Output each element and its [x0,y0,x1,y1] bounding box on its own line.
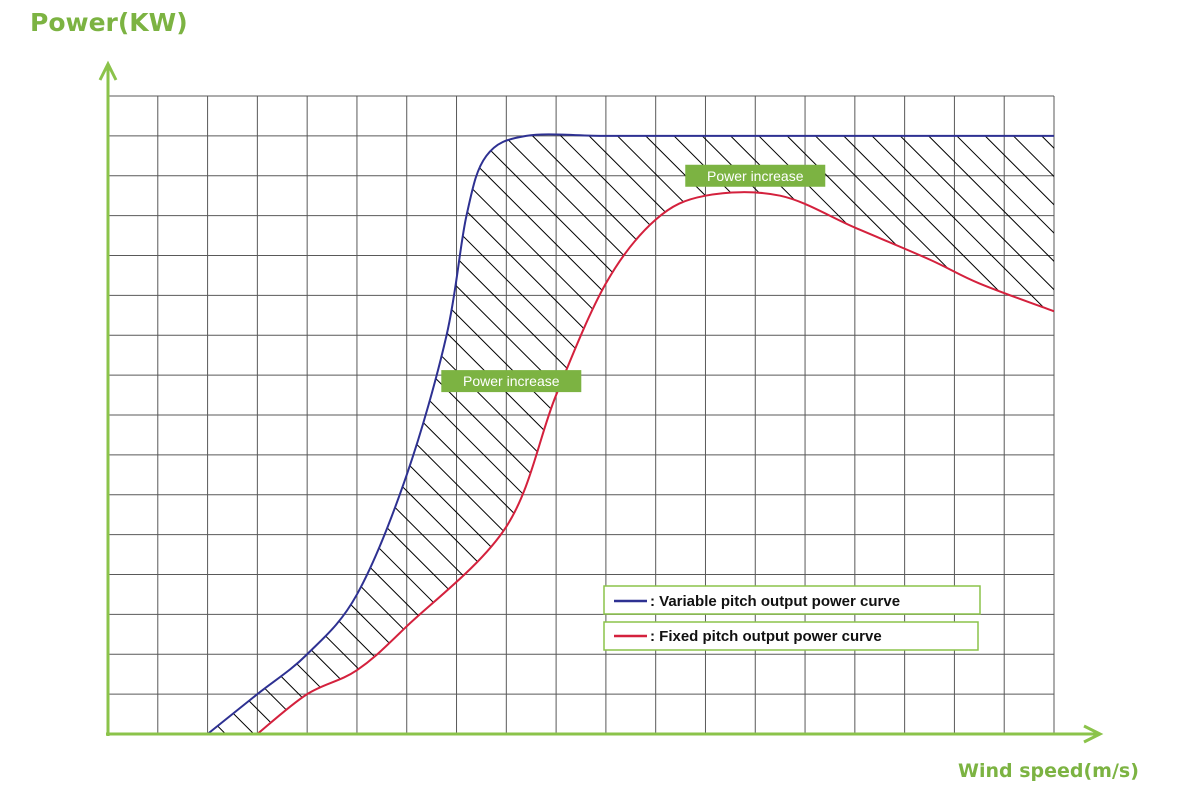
annotations: Power increase Power increase [441,164,826,393]
variable-pitch-curve [206,133,1054,735]
axes [98,60,1104,744]
power-increase-callout: Power increase [441,370,582,393]
x-axis-arrowhead [1083,724,1104,744]
callout-label: Power increase [463,373,560,389]
power-increase-hatched-area [207,134,1054,734]
legend: : Variable pitch output power curve : Fi… [603,585,981,651]
x-axis-title: Wind speed(m/s) [958,760,1139,782]
callout-background [685,164,826,187]
legend-label-fixed: : Fixed pitch output power curve [650,628,882,645]
legend-item-variable: : Variable pitch output power curve [603,585,981,615]
legend-label-variable: : Variable pitch output power curve [650,593,900,610]
y-axis-title: Power(KW) [30,8,188,37]
legend-item-fixed: : Fixed pitch output power curve [603,621,979,651]
callout-background [441,370,582,393]
callout-label: Power increase [707,168,804,184]
y-axis-arrowhead [98,60,118,81]
power-increase-callout: Power increase [685,164,826,187]
fixed-pitch-curve [256,191,1055,735]
